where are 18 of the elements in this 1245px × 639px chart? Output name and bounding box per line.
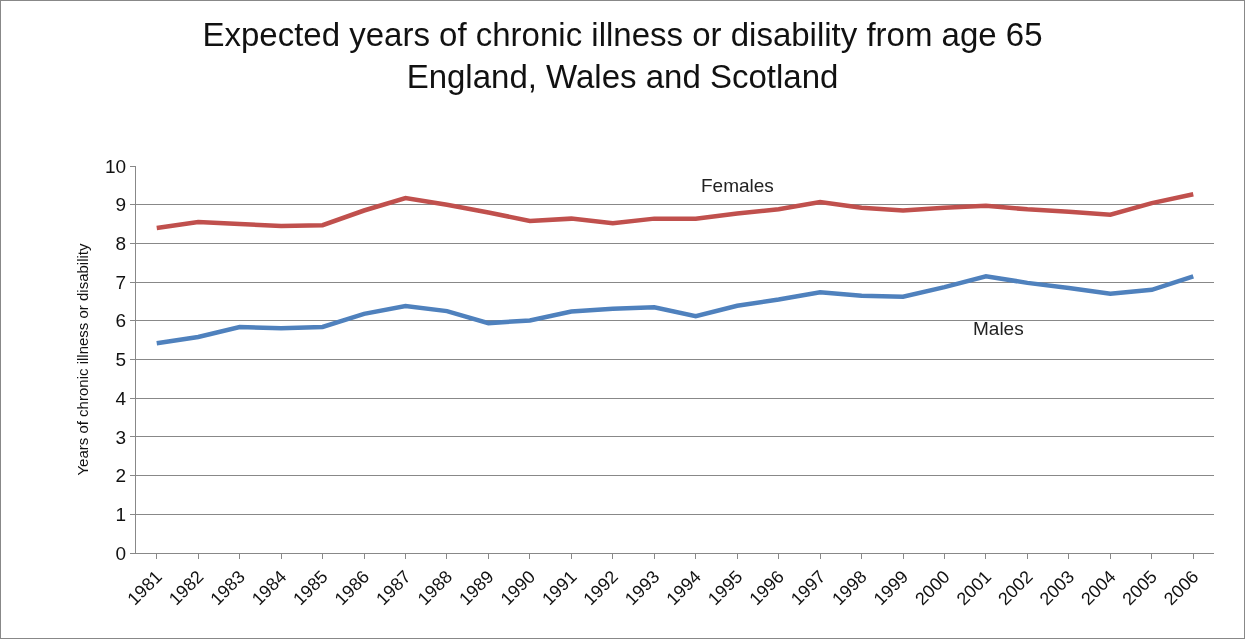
series-label: Females — [701, 175, 774, 196]
y-tick-label: 7 — [115, 271, 127, 293]
y-tick-label: 6 — [115, 310, 127, 332]
chart-subtitle: England, Wales and Scotland — [406, 58, 839, 96]
y-tick-label: 5 — [115, 349, 127, 371]
y-tick-label: 2 — [115, 465, 127, 487]
line-series — [154, 274, 1196, 346]
y-tick-label: 3 — [115, 426, 127, 448]
y-axis-title: Years of chronic illness or disability — [74, 242, 92, 476]
y-tick-label: 4 — [115, 387, 127, 409]
y-tick-label: 0 — [115, 542, 127, 564]
y-tick-label: 1 — [115, 503, 127, 525]
line-series — [154, 192, 1196, 231]
series-label: Males — [973, 318, 1024, 339]
chart-title: Expected years of chronic illness or disability from age 65 — [202, 15, 1043, 53]
y-tick-label: 9 — [115, 194, 127, 216]
y-tick-label: 10 — [105, 155, 127, 177]
y-tick-label: 8 — [115, 233, 127, 255]
